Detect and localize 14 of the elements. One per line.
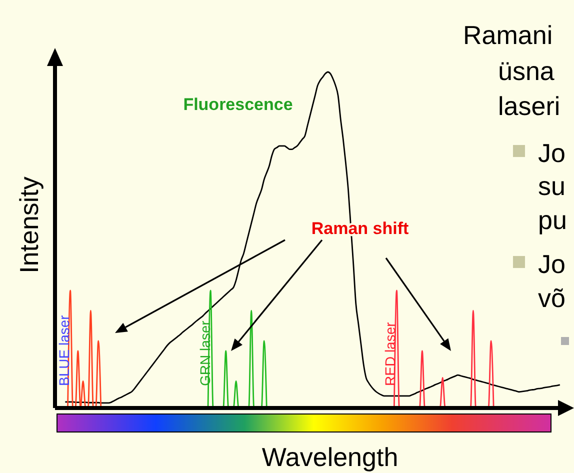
annotation: pu <box>538 205 567 235</box>
annotation: RED laser <box>382 322 398 386</box>
annotation: laseri <box>498 91 560 121</box>
annotation: Jo <box>538 249 566 279</box>
y-axis-title: Intensity <box>14 176 44 274</box>
annotation: üsna <box>498 56 555 86</box>
annotation: Fluorescence <box>183 95 293 114</box>
text: Ramani <box>463 20 553 50</box>
annotation: võ <box>538 283 566 313</box>
annotation: BLUE laser <box>56 314 72 386</box>
annotation: Jo <box>538 138 566 168</box>
x-axis-title: Wavelength <box>262 442 398 472</box>
annotation: su <box>538 171 566 201</box>
annotation: GRN laser <box>197 320 213 386</box>
